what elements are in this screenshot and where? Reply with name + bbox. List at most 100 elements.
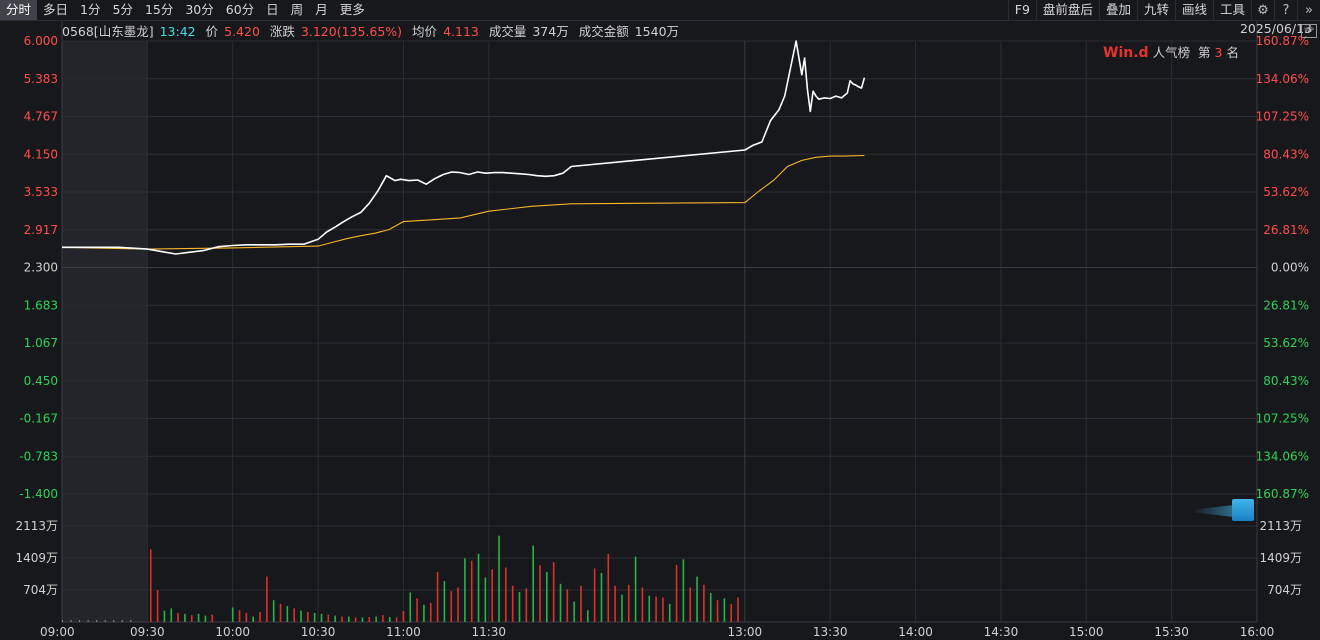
volume-bar	[341, 616, 343, 622]
volume-bar	[62, 620, 63, 622]
premarket-afterhours-button[interactable]: 盘前盘后	[1035, 0, 1099, 20]
price-tick: -1.400	[19, 487, 58, 501]
help-icon[interactable]: ?	[1274, 0, 1297, 20]
volume-bar	[177, 612, 179, 622]
volume-bar	[334, 615, 336, 622]
volume-bar	[600, 572, 603, 622]
volume-bar	[231, 607, 234, 622]
wp-icon[interactable]: WP	[1301, 24, 1317, 38]
percent-tick: 53.62%	[1263, 336, 1309, 350]
period-tab-6[interactable]: 60分	[225, 2, 255, 17]
time-tick: 11:30	[471, 625, 506, 639]
chart-toolbar: 分时 多日 1分 5分 15分 30分 60分日周月更多 F9 盘前盘后 叠加 九转 画线 …	[0, 0, 1320, 21]
volume-bar	[170, 608, 173, 622]
f9-button[interactable]: F9	[1007, 0, 1036, 20]
volume-bar	[580, 585, 582, 622]
volume-bar	[587, 610, 589, 622]
period-tab-3[interactable]: 5分	[112, 2, 133, 17]
expand-icon[interactable]: »	[1297, 0, 1320, 20]
volume-bar	[518, 592, 521, 622]
chart-grid	[61, 20, 1258, 623]
popularity-rank[interactable]: Win.d 人气榜 第 3 名	[1103, 42, 1239, 61]
volume-bar	[566, 589, 569, 622]
volume-bar	[498, 535, 500, 622]
period-tab-8[interactable]: 周	[290, 2, 304, 17]
volume-bar	[443, 581, 446, 622]
volume-bar	[730, 603, 732, 622]
volume-bars	[62, 535, 739, 622]
volume-bar	[470, 560, 473, 622]
volume-bar	[382, 615, 384, 622]
volume-bar	[436, 572, 439, 622]
volume-bar	[477, 553, 480, 622]
volume-bar	[79, 620, 81, 622]
volume-bar	[286, 606, 289, 622]
volume-value: 374万	[532, 24, 569, 39]
nine-turn-button[interactable]: 九转	[1136, 0, 1175, 20]
chart-date: 2025/06/13	[1239, 21, 1312, 36]
volume-bar	[163, 610, 166, 622]
tools-button[interactable]: 工具	[1212, 0, 1251, 20]
volume-bar	[211, 614, 214, 622]
percent-tick: 80.43%	[1263, 147, 1309, 161]
volume-bar	[313, 612, 316, 622]
premarket-band	[62, 41, 148, 622]
overlay-button[interactable]: 叠加	[1098, 0, 1137, 20]
period-tab-7[interactable]: 日	[266, 2, 279, 17]
wind-logo: Win.d	[1103, 45, 1149, 61]
volume-tick: 2113万	[15, 519, 58, 533]
price-tick: 4.150	[24, 147, 58, 161]
volume-bar	[525, 588, 528, 622]
price-tick: -0.167	[19, 412, 58, 426]
volume-bar	[648, 595, 651, 622]
period-tab-5[interactable]: 30分	[185, 2, 214, 17]
volume-bar	[113, 620, 115, 622]
volume-bar	[593, 568, 596, 622]
volume-bar	[716, 600, 719, 622]
volume-bar	[552, 562, 555, 622]
volume-bar	[505, 567, 507, 622]
volume-bar	[559, 583, 562, 622]
volume-bar	[737, 597, 739, 622]
percent-axis: 160.87% 134.06% 107.25% 80.43% 53.62% 26.81% 0…	[1256, 34, 1309, 501]
settings-icon[interactable]: ⚙	[1251, 0, 1274, 20]
percent-tick: 107.25%	[1256, 110, 1309, 124]
period-tab-10[interactable]: 更多	[339, 2, 365, 17]
volume-tick: 1409万	[15, 551, 58, 565]
amount-value: 1540万	[634, 24, 680, 39]
volume-bar	[327, 614, 330, 622]
draw-line-button[interactable]: 画线	[1174, 0, 1213, 20]
price-tick: 6.000	[24, 34, 58, 48]
volume-bar	[184, 613, 186, 622]
period-tab-2[interactable]: 1分	[80, 2, 101, 17]
volume-bar	[511, 585, 514, 622]
volume-bar	[457, 587, 459, 622]
volume-bar	[703, 584, 705, 622]
volume-bar	[409, 592, 412, 622]
period-tab-1[interactable]: 多日	[43, 2, 69, 17]
price-tick: -0.783	[19, 449, 58, 463]
volume-bar	[388, 617, 391, 622]
price-axis: 6.000 5.383 4.767 4.150 3.533 2.917 2.300 1.683…	[19, 34, 58, 501]
volume-bar	[368, 617, 371, 622]
volume-bar	[464, 558, 466, 622]
percent-tick: 53.62%	[1263, 185, 1309, 199]
volume-bar	[662, 597, 664, 622]
volume-bar	[614, 585, 616, 622]
period-tab-0[interactable]: 分时	[0, 0, 38, 20]
percent-tick: 160.87%	[1256, 34, 1309, 48]
volume-bar	[416, 598, 418, 622]
volume-bar	[70, 620, 72, 622]
price-tick: 2.917	[24, 223, 58, 237]
stock-code-name[interactable]: 0568[山东墨龙]	[62, 24, 154, 39]
volume-bar	[429, 602, 432, 622]
percent-tick: 26.81%	[1263, 298, 1309, 312]
period-tab-4[interactable]: 15分	[144, 2, 174, 17]
chart-scroll-handle[interactable]	[1232, 499, 1254, 521]
time-tick: 09:30	[130, 625, 165, 639]
volume-bar	[252, 616, 254, 622]
volume-bar	[607, 553, 610, 622]
period-tab-9[interactable]: 月	[315, 2, 328, 17]
volume-bar	[348, 616, 350, 622]
